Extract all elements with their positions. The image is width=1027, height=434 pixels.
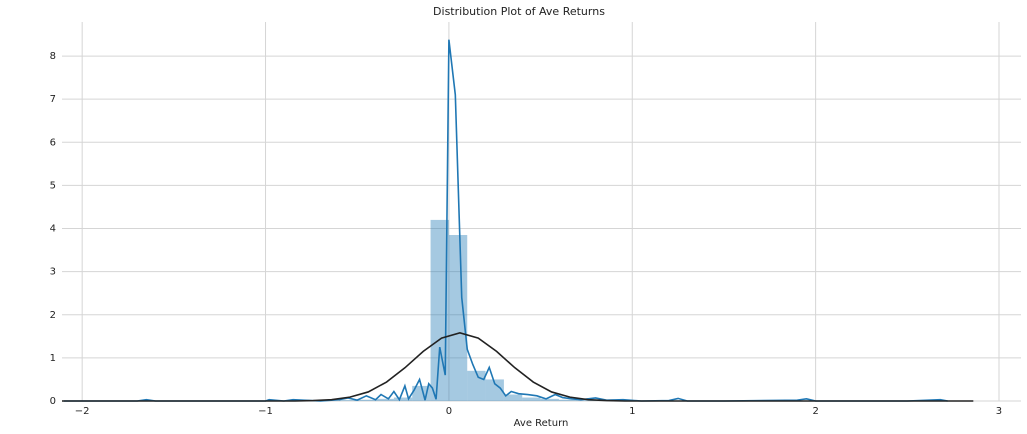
histogram-bar [430,219,449,401]
chart-title: Distribution Plot of Ave Returns [433,5,605,18]
y-tick-label: 2 [50,310,56,321]
x-tick-label: 1 [629,406,635,417]
x-tick-label: 0 [446,406,452,417]
histogram-bar [357,399,376,401]
y-tick-label: 1 [50,353,56,364]
fit-line [62,332,974,402]
y-tick-label: 0 [50,396,56,407]
x-tick-label: 3 [996,406,1002,417]
histogram-bar [338,400,358,401]
histogram-bar [503,394,523,401]
histogram-bar [522,397,541,401]
x-tick-label: 2 [812,406,818,417]
histogram-bar [375,398,394,401]
kde-line [63,39,948,402]
histogram-bar [393,397,413,401]
y-tick-label: 4 [50,224,56,235]
histogram-bar [448,234,468,401]
histogram-bar [577,400,596,401]
y-tick-label: 6 [50,137,56,148]
y-tick-label: 3 [50,267,56,278]
y-tick-label: 8 [50,51,56,62]
histogram-bar [558,399,578,401]
x-tick-label: −1 [258,406,273,417]
y-tick-label: 5 [50,180,56,191]
x-tick-label: −2 [75,406,90,417]
histogram-bar [485,379,504,401]
y-tick-label: 7 [50,94,56,105]
histogram-bar [540,398,559,401]
histogram-bar [467,370,486,401]
x-axis-label: Ave Return [514,418,569,429]
